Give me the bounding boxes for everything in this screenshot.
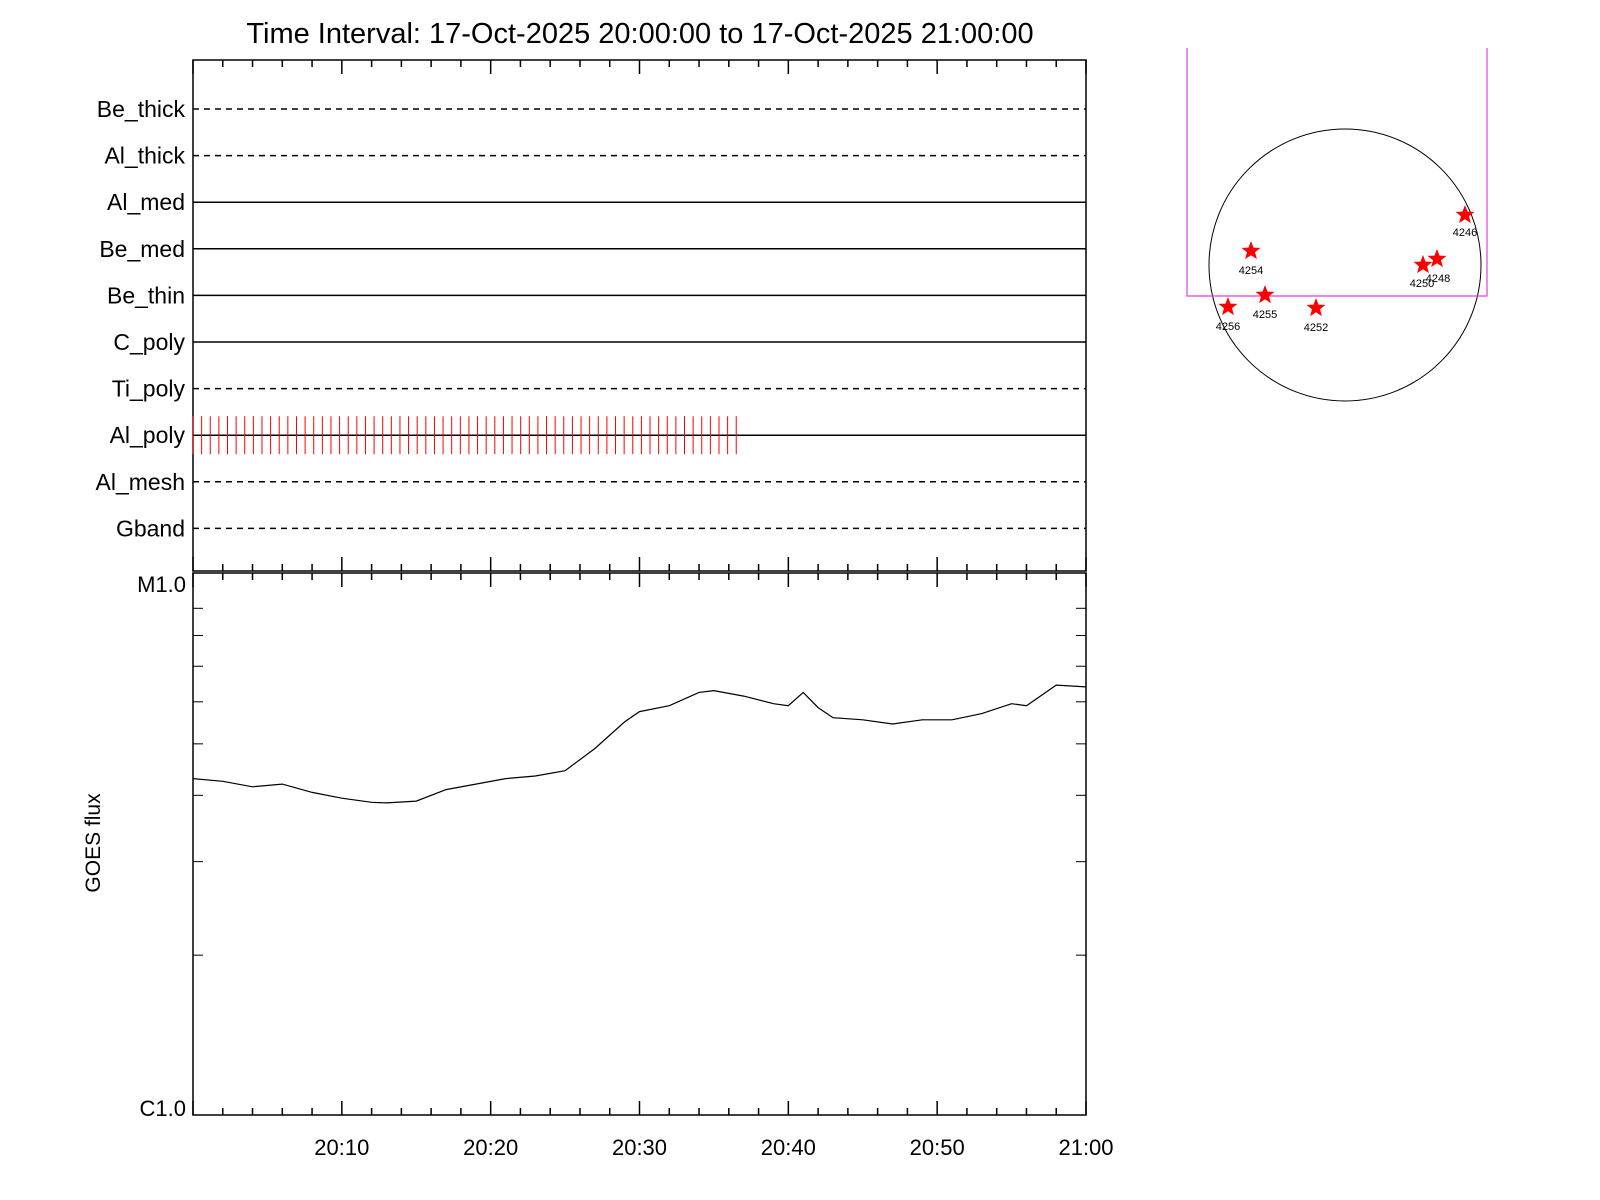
- active-region-label: 4250: [1410, 278, 1434, 290]
- active-region-label: 4252: [1304, 322, 1328, 334]
- active-region-star: [1241, 241, 1261, 260]
- channel-label-al_thick: Al_thick: [104, 143, 185, 169]
- active-region-star: [1455, 205, 1475, 224]
- flux-frame: [192, 572, 1087, 1116]
- active-region-star: [1306, 298, 1326, 317]
- timeline-ticks: [192, 60, 1087, 571]
- x-tick-label: 20:30: [612, 1135, 667, 1160]
- solar-disk: [1208, 128, 1482, 402]
- channel-label-ti_poly: Ti_poly: [112, 376, 186, 402]
- y-tick-top: M1.0: [137, 572, 186, 597]
- active-region-label: 4255: [1253, 309, 1277, 321]
- x-tick-labels: 20:10 20:20 20:30 20:40 20:50 21:00: [314, 1135, 1113, 1160]
- flare-marks: [192, 416, 737, 455]
- y-tick-bottom: C1.0: [140, 1096, 186, 1121]
- x-tick-label: 20:50: [910, 1135, 965, 1160]
- timeline-frame: [192, 59, 1087, 572]
- goes-flux-panel: M1.0 C1.0 GOES flux 20:10 20:20 20:30 20:40…: [82, 572, 1114, 1160]
- y-axis-label: GOES flux: [82, 793, 105, 893]
- x-tick-label: 21:00: [1058, 1135, 1113, 1160]
- active-region-label: 4254: [1239, 265, 1263, 277]
- channel-rows: Be_thick Al_thick Al_med Be_med Be_thin C_pol…: [96, 96, 1086, 541]
- channel-label-al_mesh: Al_mesh: [96, 469, 185, 495]
- channel-label-al_poly: Al_poly: [110, 422, 186, 448]
- x-tick-label: 20:40: [761, 1135, 816, 1160]
- active-region-star: [1218, 297, 1238, 316]
- active-region-star: [1413, 255, 1433, 274]
- channel-label-gband: Gband: [116, 515, 185, 541]
- flux-ticks: [192, 573, 1087, 1115]
- x-tick-label: 20:20: [463, 1135, 518, 1160]
- channel-label-al_med: Al_med: [107, 189, 185, 215]
- active-region-label: 4248: [1426, 273, 1450, 285]
- goes-flux-line: [192, 684, 1087, 804]
- channel-label-c_poly: C_poly: [113, 329, 185, 355]
- active-region-label: 4246: [1453, 227, 1477, 239]
- active-region-star: [1255, 285, 1275, 304]
- channel-label-be_med: Be_med: [99, 236, 185, 262]
- channel-label-be_thick: Be_thick: [97, 96, 186, 122]
- chart-title: Time Interval: 17-Oct-2025 20:00:00 to 1…: [246, 18, 1033, 50]
- channel-label-be_thin: Be_thin: [107, 282, 185, 308]
- filter-timeline-panel: Be_thick Al_thick Al_med Be_med Be_thin C_pol…: [96, 59, 1087, 572]
- active-region-label: 4256: [1216, 321, 1240, 333]
- x-tick-label: 20:10: [314, 1135, 369, 1160]
- field-of-view-box: [1186, 48, 1488, 297]
- active-region-star: [1427, 249, 1447, 268]
